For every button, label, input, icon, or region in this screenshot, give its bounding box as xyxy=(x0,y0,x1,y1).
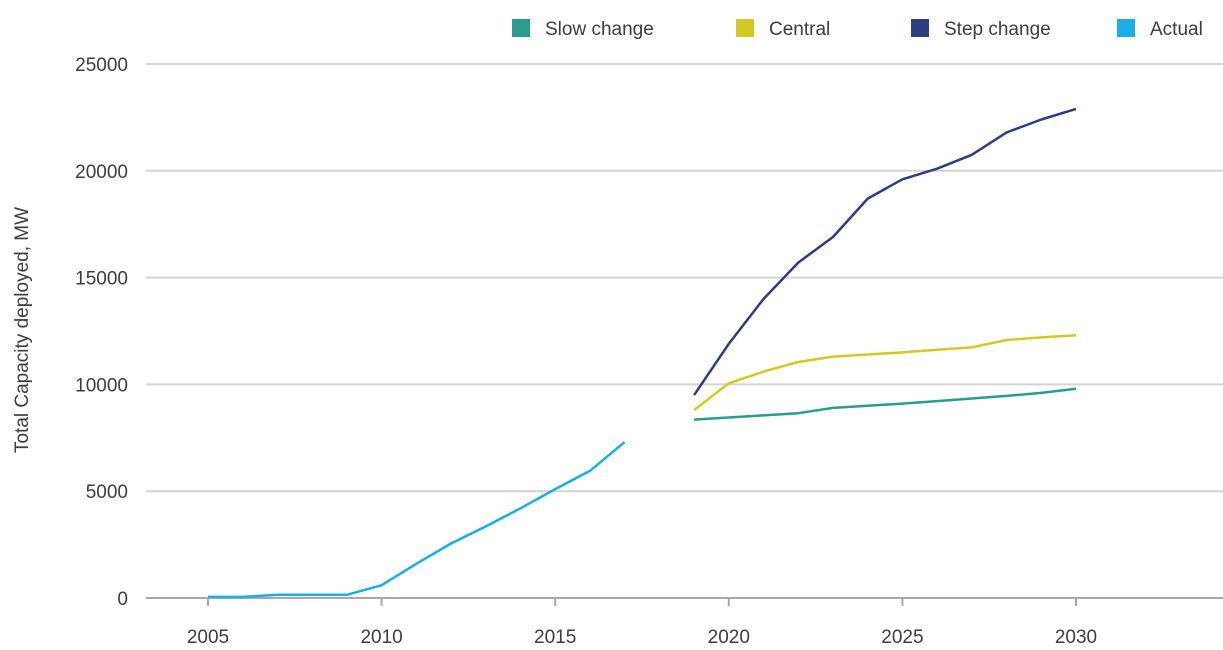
x-tick-label: 2005 xyxy=(187,627,229,645)
legend-item-actual: Actual xyxy=(1117,19,1203,40)
legend-label: Actual xyxy=(1150,19,1203,40)
series-line-actual xyxy=(208,441,626,599)
gridlines xyxy=(146,63,1223,599)
legend-label: Slow change xyxy=(545,19,654,40)
series-line-slow-change xyxy=(694,387,1077,421)
x-tick-label: 2030 xyxy=(1055,627,1097,645)
x-tick-label: 2020 xyxy=(708,627,750,645)
legend-swatch xyxy=(911,19,929,37)
x-tick-label: 2015 xyxy=(534,627,576,645)
legend-label: Step change xyxy=(944,19,1051,40)
legend-swatch xyxy=(512,19,530,37)
y-tick-label: 15000 xyxy=(75,269,128,290)
y-tick-label: 10000 xyxy=(75,375,128,396)
x-axis-ticks: 2005 2010 2015 2020 2025 2030 xyxy=(187,598,1097,648)
legend-label: Central xyxy=(769,19,830,40)
legend-swatch xyxy=(736,19,754,37)
legend-item-step-change: Step change xyxy=(911,19,1051,40)
y-tick-label: 25000 xyxy=(75,55,128,76)
legend-item-central: Central xyxy=(736,19,830,40)
legend: Slow change Central Step change Actual xyxy=(512,19,1203,40)
x-tick-label: 2010 xyxy=(360,627,402,645)
y-tick-label: 20000 xyxy=(75,162,128,183)
series-line-central xyxy=(693,334,1077,411)
y-axis-ticks: 0 5000 10000 15000 20000 25000 xyxy=(75,55,128,610)
y-tick-label: 5000 xyxy=(86,482,128,503)
series-lines xyxy=(208,107,1077,599)
series-line-step-change xyxy=(693,107,1077,396)
y-axis-label: Total Capacity deployed, MW xyxy=(12,207,33,453)
x-tick-label: 2025 xyxy=(881,627,923,645)
legend-swatch xyxy=(1117,19,1135,37)
y-tick-label: 0 xyxy=(117,589,128,610)
legend-item-slow-change: Slow change xyxy=(512,19,654,40)
